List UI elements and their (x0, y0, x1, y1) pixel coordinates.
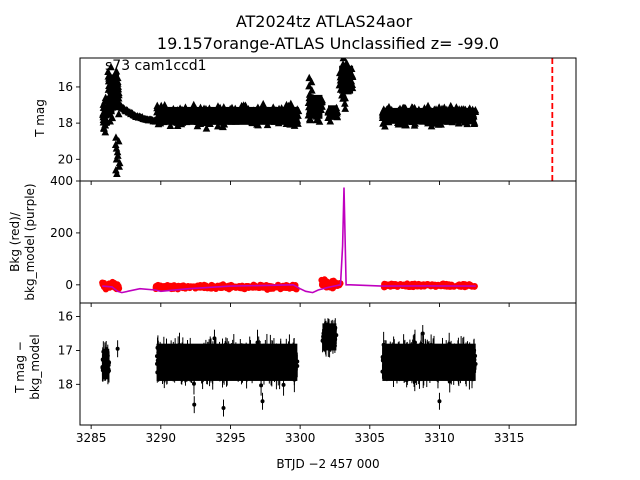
bottom-ylabel-line2: bkg_model (28, 334, 42, 400)
tmag-point (112, 67, 121, 75)
tmag-point (402, 120, 410, 129)
tmag-point (113, 169, 121, 177)
tmag-minus-bkg-point (437, 399, 442, 404)
tmag-point (305, 82, 313, 90)
x-tick-label: 3315 (494, 431, 525, 445)
tmag-point (259, 99, 268, 108)
tmag-dense-band (382, 107, 476, 124)
y-tick-label: 18 (58, 377, 73, 391)
x-tick-label: 3290 (146, 431, 177, 445)
plot-area-bottom (100, 318, 478, 417)
tmag-minus-bkg-point (260, 399, 265, 404)
tmag-dense-band (156, 106, 299, 125)
tmag-point (306, 115, 315, 123)
bottom-ylabel-line1: T mag − (13, 341, 27, 394)
bkg-point (164, 283, 172, 290)
bkg-point (227, 284, 235, 291)
y-tick-label: 0 (65, 278, 73, 292)
y-tick-label: 16 (58, 310, 73, 324)
tmag-point (107, 62, 115, 71)
tmag-point (424, 101, 432, 110)
tmag-point (315, 117, 324, 125)
tmag-minus-bkg-dense-band (322, 323, 337, 351)
tmag-dense-band (102, 105, 108, 126)
panel-top-tmag: 16 18 20 (58, 57, 577, 185)
y-tick-label: 200 (50, 226, 73, 240)
tmag-point (114, 109, 123, 118)
bkg-point (115, 283, 122, 290)
panel-middle-background: 0 200 400 (50, 174, 577, 307)
bkg-point (218, 284, 226, 291)
tmag-point (106, 117, 114, 125)
tmag-point (166, 121, 175, 130)
plot-area-top (99, 58, 554, 181)
bkg-point (233, 283, 240, 291)
tmag-point (115, 162, 123, 170)
y-tick-label: 20 (58, 152, 73, 166)
tmag-dense-band (328, 105, 338, 120)
panel-bottom-tmag-minus-bkg: 16 17 18 3285 3290 3295 3300 3305 3310 3315 (58, 302, 577, 445)
tmag-point (202, 124, 211, 132)
tmag-minus-bkg-dense-band (102, 348, 110, 380)
tmag-point (341, 99, 349, 107)
tmag-dense-band (308, 94, 323, 119)
top-ylabel: T mag (33, 99, 47, 138)
tmag-point (410, 121, 419, 129)
tmag-point (287, 99, 295, 108)
middle-ylabel-line1: Bkg (red)/ (8, 211, 22, 272)
tmag-minus-bkg-point (191, 381, 196, 386)
y-tick-label: 400 (50, 174, 73, 188)
y-tick-label: 16 (58, 80, 73, 94)
tmag-dense-band (107, 74, 120, 111)
tmag-minus-bkg-point (420, 331, 425, 336)
tmag-minus-bkg-point (115, 346, 120, 351)
bkg-point (274, 283, 281, 290)
tmag-minus-bkg-dense-band (156, 343, 298, 381)
bkg-point (320, 279, 328, 287)
figure-title-line1: AT2024tz ATLAS24aor (236, 12, 413, 31)
tmag-point (114, 137, 123, 145)
y-tick-label: 18 (58, 116, 73, 130)
y-tick-label: 17 (58, 343, 73, 357)
x-tick-label: 3295 (215, 431, 246, 445)
tmag-point (214, 121, 222, 130)
bkg-point (99, 279, 106, 286)
ccd-annotation: s73 cam1ccd1 (105, 58, 207, 74)
x-tick-label: 3310 (424, 431, 455, 445)
tmag-point (341, 104, 350, 112)
x-tick-label: 3285 (76, 431, 107, 445)
axes-frame-bottom (79, 302, 577, 426)
plot-area-middle (99, 187, 478, 294)
tmag-point (446, 101, 455, 110)
x-tick-label: 3300 (285, 431, 316, 445)
tmag-minus-bkg-point (192, 402, 197, 407)
bkg-model-line (102, 187, 476, 294)
tmag-minus-bkg-dense-band (382, 343, 476, 381)
tmag-point (104, 67, 112, 75)
tmag-point (113, 147, 122, 156)
tmag-point (218, 122, 227, 130)
tmag-minus-bkg-point (221, 406, 226, 411)
tmag-minus-bkg-point (281, 382, 286, 387)
tmag-point (115, 158, 124, 167)
bkg-points (99, 276, 478, 293)
tmag-point (101, 127, 110, 136)
tmag-point (112, 155, 121, 163)
tmag-point (342, 58, 351, 67)
tmag-point (111, 140, 120, 149)
tmag-point (339, 58, 348, 62)
x-tick-label: 3305 (355, 431, 386, 445)
middle-ylabel-line2: bkg_model (purple) (23, 183, 37, 300)
tmag-dense-band (339, 65, 354, 94)
x-axis-label: BTJD −2 457 000 (276, 457, 379, 471)
figure-title-line2: 19.157orange-ATLAS Unclassified z= -99.0 (157, 34, 499, 53)
